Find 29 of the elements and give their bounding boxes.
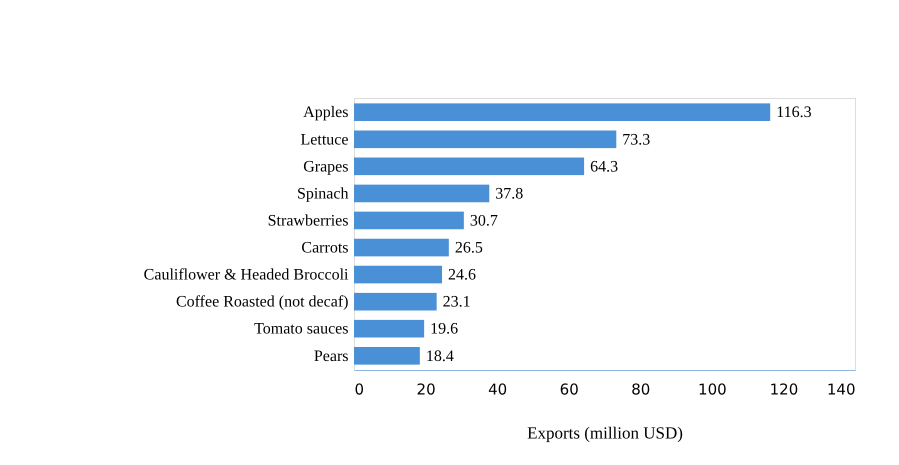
x-tick-label: 0 (354, 380, 364, 398)
data-label: 64.3 (590, 158, 618, 176)
y-tick-label: Tomato sauces (254, 320, 348, 338)
y-tick-label: Strawberries (268, 212, 348, 230)
data-label: 18.4 (426, 348, 454, 365)
data-label: 24.6 (448, 266, 476, 284)
x-tick-label: 60 (560, 380, 579, 398)
y-tick-label: Spinach (296, 185, 348, 202)
y-tick-label: Coffee Roasted (not decaf) (176, 294, 348, 311)
x-tick-label: 20 (416, 380, 436, 398)
data-label: 116.3 (776, 104, 812, 122)
y-tick-label: Grapes (303, 158, 348, 176)
data-label: 73.3 (622, 131, 650, 148)
x-tick-label: 100 (698, 380, 727, 398)
x-axis-title: Exports (million USD) (527, 424, 683, 442)
y-tick-label: Carrots (301, 240, 348, 257)
x-tick-label: 80 (631, 380, 650, 398)
data-label: 19.6 (430, 320, 458, 338)
data-label: 26.5 (454, 240, 483, 257)
y-tick-label: Apples (303, 104, 348, 122)
x-tick-label: 120 (770, 380, 798, 398)
y-tick-label: Pears (314, 348, 348, 365)
data-label: 30.7 (470, 212, 498, 230)
data-label: 37.8 (495, 185, 524, 202)
x-tick-label: 40 (488, 380, 508, 398)
x-tick-label: 140 (826, 380, 856, 398)
y-tick-label: Lettuce (300, 131, 348, 148)
y-tick-label: Cauliflower & Headed Broccoli (144, 266, 350, 284)
data-label: 23.1 (442, 294, 471, 311)
